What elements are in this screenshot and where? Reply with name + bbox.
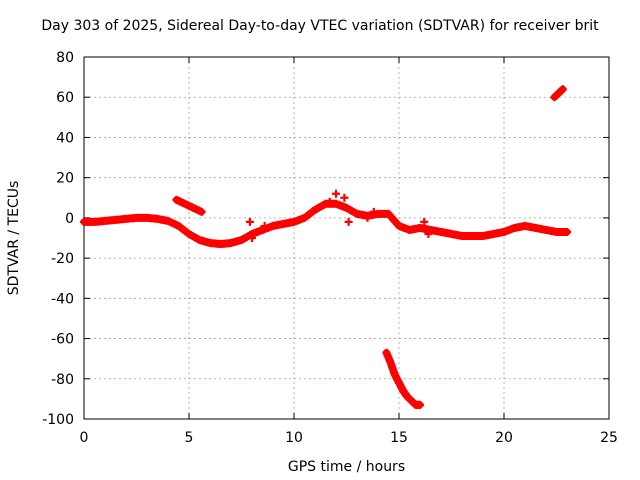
x-tick-label: 5 — [185, 430, 194, 446]
x-tick-label: 15 — [390, 430, 408, 446]
data-point — [245, 217, 254, 226]
data-point — [332, 189, 340, 198]
data-point — [424, 229, 433, 238]
y-tick-label: -80 — [51, 372, 74, 388]
data-point — [325, 197, 334, 206]
grid-lines — [84, 57, 609, 419]
y-tick-label: -100 — [42, 412, 74, 428]
x-tick-label: 20 — [495, 430, 513, 446]
data-point — [197, 207, 206, 216]
data-point — [558, 85, 567, 94]
y-tick-label: 40 — [56, 130, 74, 146]
y-tick-label: 20 — [56, 171, 74, 187]
y-axis-label: SDTVAR / TECUs — [6, 181, 22, 296]
data-point — [248, 234, 256, 242]
y-tick-label: 80 — [56, 50, 74, 66]
x-axis-label: GPS time / hours — [288, 459, 405, 475]
x-tick-label: 0 — [80, 430, 89, 446]
y-tick-label: 60 — [56, 90, 74, 106]
data-point — [420, 217, 429, 226]
x-tick-label: 25 — [600, 430, 618, 446]
data-point — [363, 213, 372, 222]
plot-frame — [83, 56, 610, 420]
y-tick-label: -20 — [51, 251, 74, 267]
data-point — [340, 193, 349, 202]
data-point — [369, 207, 378, 216]
data-point — [416, 400, 424, 409]
data-point — [563, 227, 571, 236]
chart-title: Day 303 of 2025, Sidereal Day-to-day VTE… — [41, 18, 599, 34]
y-tick-label: -60 — [51, 332, 74, 348]
data-points — [80, 85, 571, 409]
x-tick-label: 10 — [285, 430, 303, 446]
data-point — [260, 221, 269, 230]
y-tick-label: -40 — [51, 291, 74, 307]
data-point — [344, 217, 353, 226]
y-tick-label: 0 — [65, 211, 74, 227]
axis-ticks: 0 5 10 15 20 25 -100 -80 -60 -40 -20 0 20 40 60 80 — [42, 50, 618, 446]
